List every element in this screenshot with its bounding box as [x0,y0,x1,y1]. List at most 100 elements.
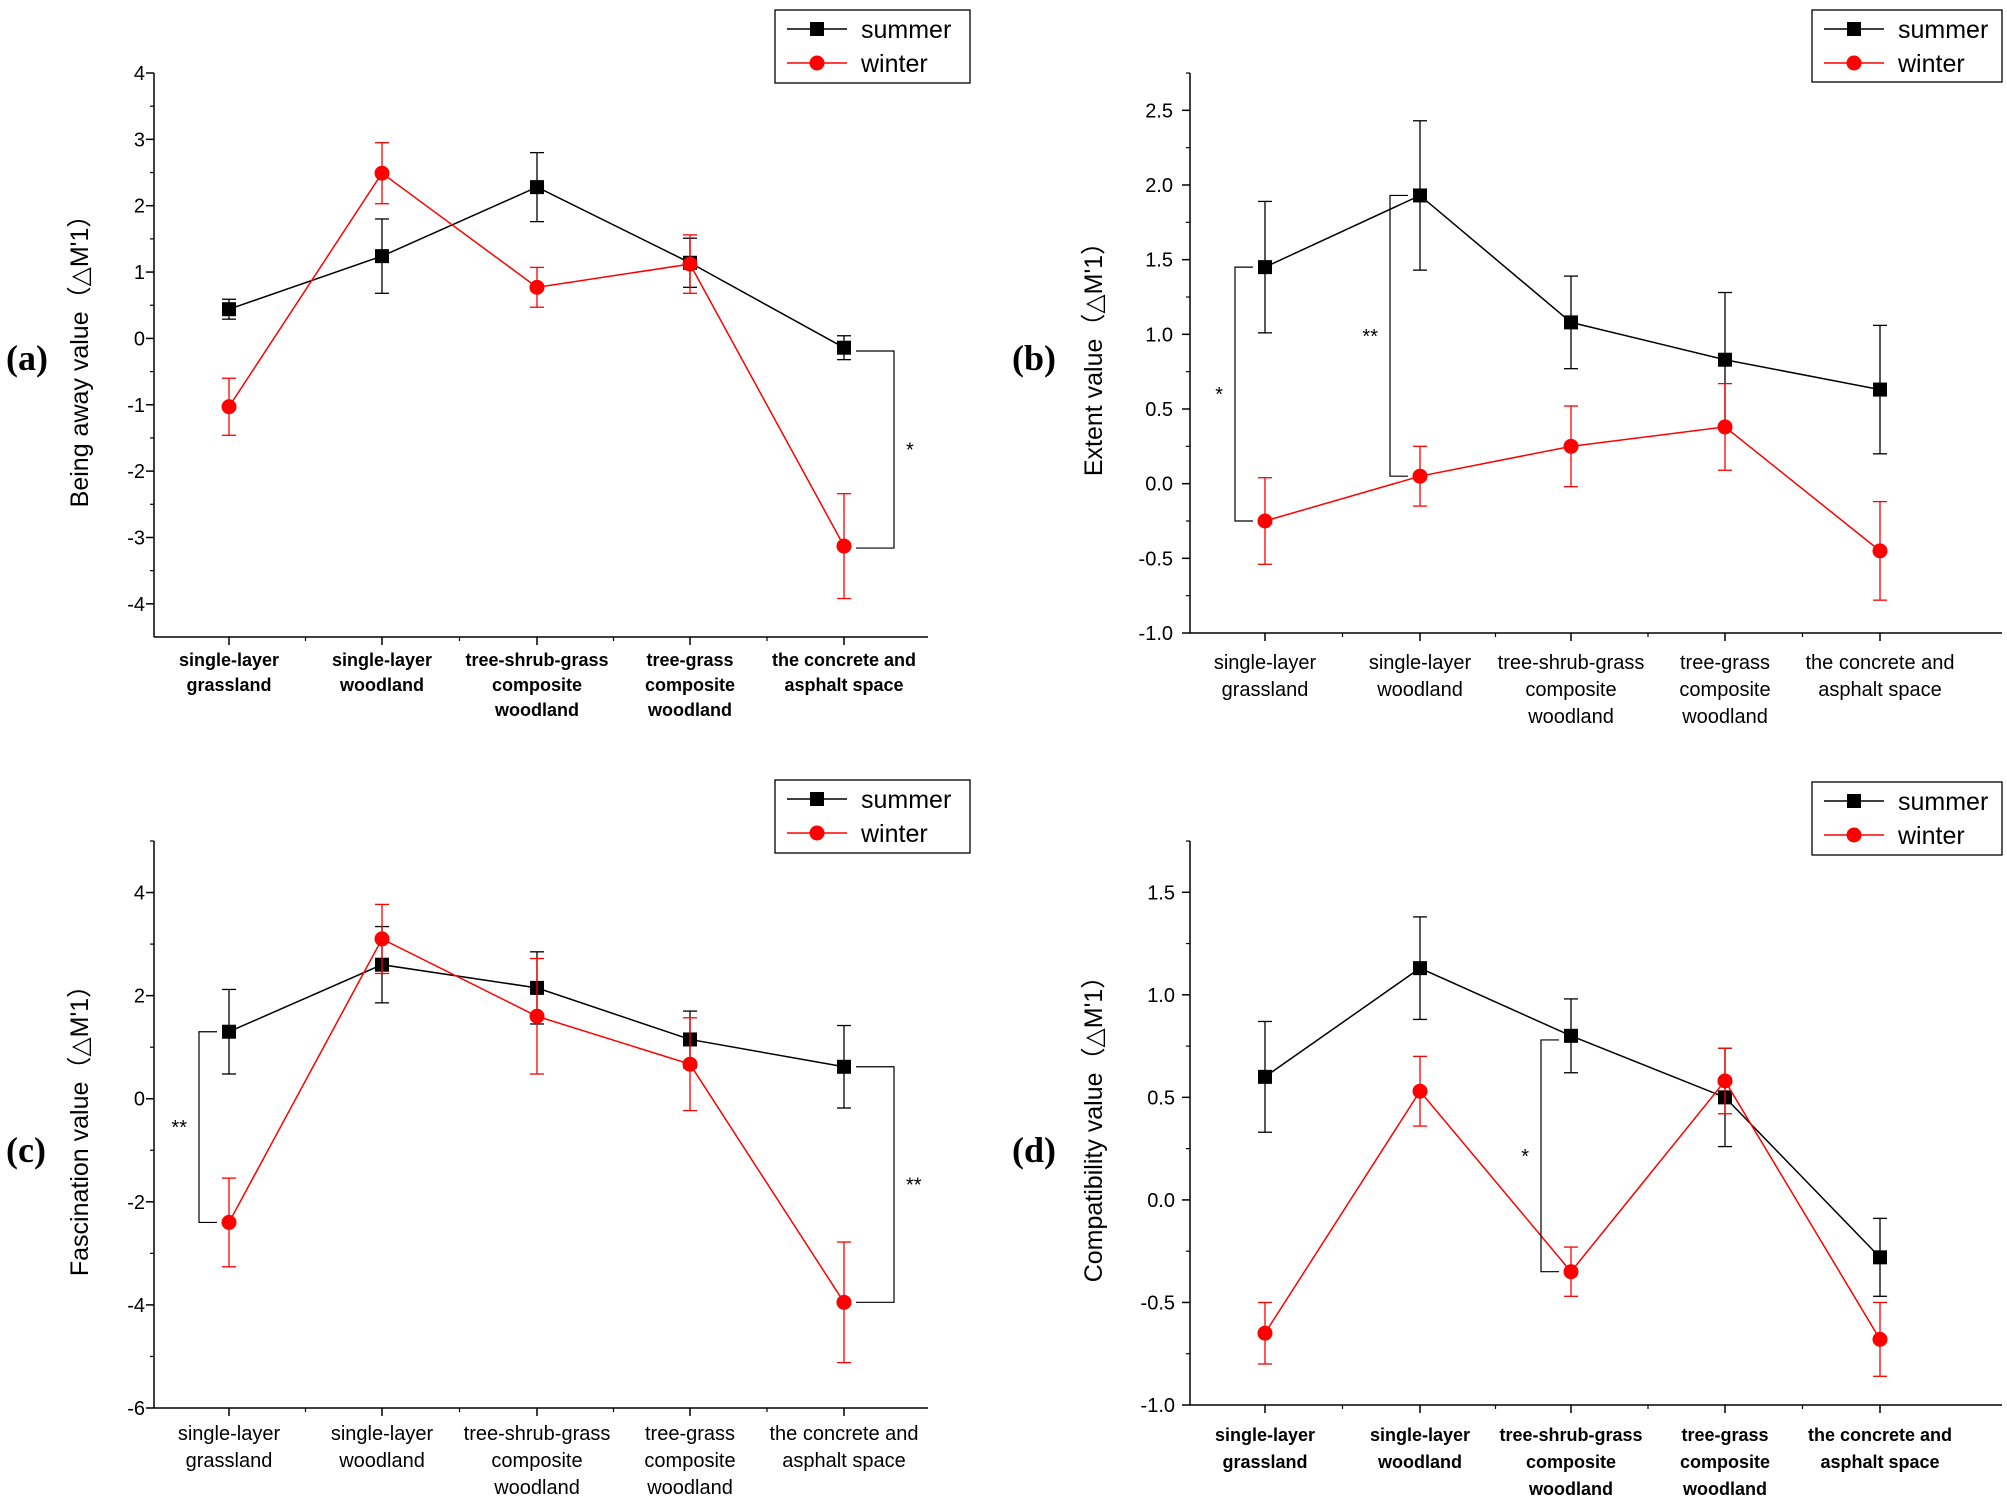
data-point-summer [1413,961,1427,976]
data-point-winter [1872,1331,1888,1347]
y-tick-label: -0.5 [1141,1292,1175,1314]
y-axis-title: Compatibility value（△M'1） [1080,964,1108,1283]
x-category-label: grassland [1222,679,1309,701]
x-category-label: grassland [186,675,271,695]
x-category-label: the concrete and [772,650,916,670]
panel-label: (c) [6,1130,46,1170]
legend: summer winter [1811,9,2003,83]
y-tick-label: 1.0 [1147,985,1175,1007]
data-point-winter [836,538,852,554]
chart-panel-1: (a) -4 -3 -2 -1 0 1 2 3 4 single-layer grassland sin… [6,9,971,720]
data-point-summer [1873,1250,1887,1265]
x-category-label: woodland [493,1477,580,1499]
series-winter [1257,1047,1888,1377]
significance-bracket: ** [1362,194,1408,477]
data-point-winter [1412,1083,1428,1099]
significance-bracket: * [1215,266,1253,522]
x-category-label: woodland [1528,1479,1613,1499]
data-point-summer [1873,382,1887,397]
x-category-label: single-layer [179,650,279,670]
data-point-winter [1257,1325,1273,1341]
significance-bracket: ** [171,1031,217,1224]
x-category-label: tree-grass [1681,1425,1768,1445]
x-category-label: single-layer [1370,1425,1470,1445]
legend-marker-winter [1846,55,1862,71]
legend-marker-winter [1846,827,1862,843]
y-tick-label: 0 [134,328,145,350]
x-category-label: asphalt space [1818,679,1941,701]
y-tick-label: 1.5 [1145,250,1173,272]
chart-panel-2: (b) -1.0 -0.5 0.0 0.5 1.0 1.5 2.0 2.5 single-laye… [1012,9,2003,728]
x-category-label: composite [1526,1452,1616,1472]
data-point-winter [682,1056,698,1072]
significance-bracket: * [856,350,914,549]
data-point-summer [837,1059,851,1074]
data-point-summer [222,302,236,317]
legend-marker-summer [810,22,824,36]
x-category-label: grassland [186,1450,273,1472]
data-point-winter [1717,419,1733,435]
x-category-label: tree-shrub-grass [1499,1425,1642,1445]
x-category-label: woodland [494,700,579,720]
y-tick-label: 4 [134,63,145,85]
x-category-label: composite [1680,1452,1770,1472]
y-tick-label: -4 [127,1295,145,1317]
data-point-summer [1258,1069,1272,1084]
legend-box [774,9,971,84]
legend-box [774,779,971,854]
series-winter [221,903,852,1364]
x-category-label: woodland [1527,706,1614,728]
data-point-summer [375,249,389,264]
y-tick-label: 0.5 [1147,1087,1175,1109]
data-point-winter [1872,543,1888,559]
significance-label: * [1521,1146,1529,1168]
x-category-label: woodland [1682,1479,1767,1499]
legend-box [1811,781,2003,856]
y-axis-title: Extent value（△M'1） [1080,230,1108,476]
y-tick-label: 0.0 [1147,1190,1175,1212]
x-category-label: woodland [647,700,732,720]
series-winter [221,142,852,600]
y-tick-label: 1.0 [1145,324,1173,346]
data-point-winter [1563,1264,1579,1280]
bracket-line [856,350,895,549]
legend-label-winter: winter [1897,50,1965,78]
legend-label-summer: summer [861,16,951,44]
data-point-winter [1412,468,1428,484]
bracket-line [198,1031,217,1224]
x-category-label: single-layer [1215,1425,1315,1445]
y-axis-title: Fascination value（△M'1） [66,973,94,1276]
x-category-label: single-layer [1214,652,1317,674]
bracket-line [856,1066,895,1303]
x-category-label: tree-grass [1680,652,1770,674]
bracket-line [1389,194,1408,477]
legend: summer winter [1811,781,2003,856]
data-point-summer [530,180,544,195]
y-tick-label: 0.0 [1145,474,1173,496]
x-category-label: the concrete and [1808,1425,1952,1445]
y-tick-label: -6 [127,1398,145,1420]
y-tick-label: -1.0 [1139,623,1173,645]
data-point-winter [836,1294,852,1310]
y-tick-label: -4 [127,594,145,616]
x-category-label: asphalt space [1820,1452,1939,1472]
y-tick-label: -2 [127,461,145,483]
legend-marker-winter [809,825,825,841]
series-winter [1257,382,1888,601]
panel-label: (d) [1012,1130,1056,1170]
data-point-summer [1413,188,1427,203]
x-category-label: composite [645,675,735,695]
legend-label-winter: winter [860,50,928,78]
series-line-winter [228,172,845,547]
legend-label-summer: summer [1898,16,1988,44]
y-axis-title: Being away value（△M'1） [66,203,94,508]
bracket-line [1540,1039,1559,1273]
significance-label: ** [906,1175,922,1197]
x-category-label: single-layer [1369,652,1472,674]
y-tick-label: -1 [127,395,145,417]
panel-label: (a) [6,338,48,378]
x-category-label: single-layer [332,650,432,670]
x-category-label: woodland [1377,1452,1462,1472]
x-category-label: woodland [1376,679,1463,701]
legend-box [1811,9,2003,83]
